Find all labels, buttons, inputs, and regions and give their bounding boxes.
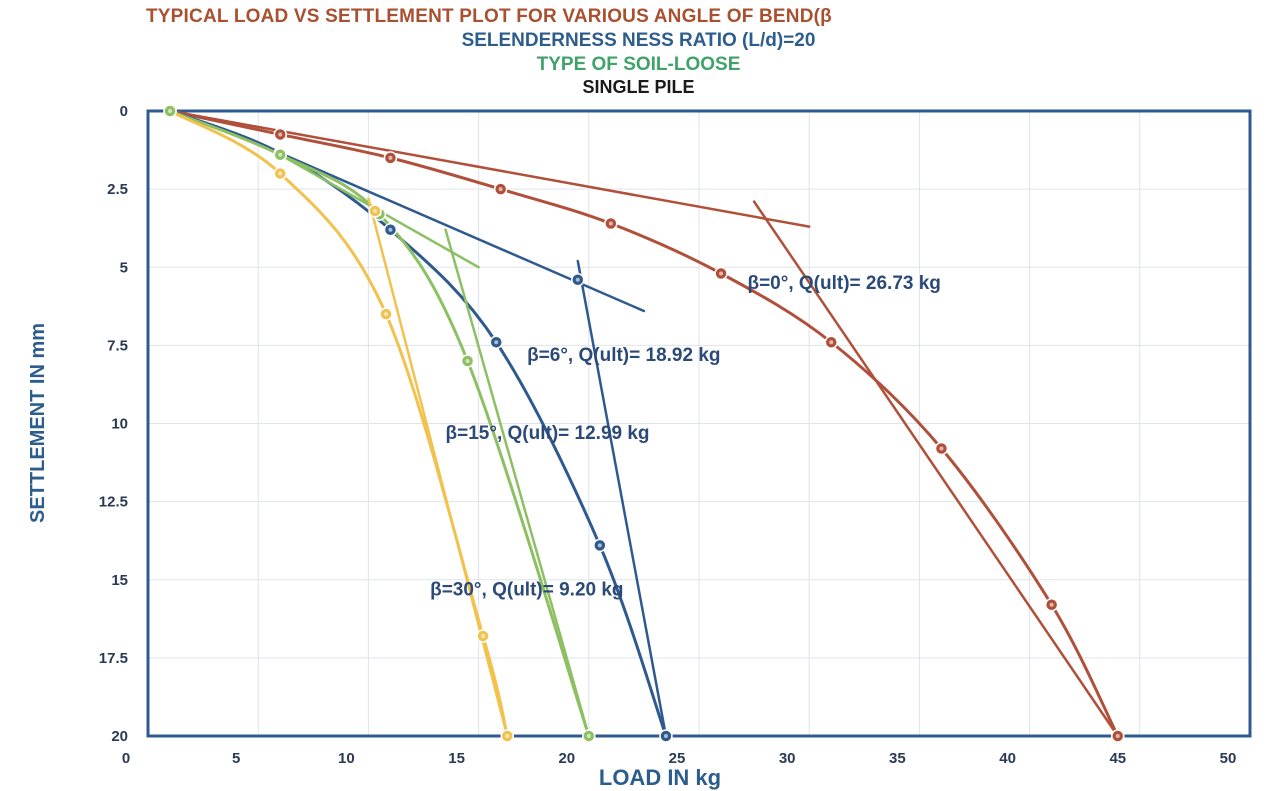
data-point-center-beta6 xyxy=(494,340,499,345)
x-tick-label: 35 xyxy=(889,750,906,767)
data-point-center-beta15 xyxy=(168,109,173,113)
q-ult-annotation: β=30°, Q(ult)= 9.20 kg xyxy=(430,579,623,600)
y-tick-label: 0 xyxy=(120,103,128,120)
q-ult-annotation: β=0°, Q(ult)= 26.73 kg xyxy=(747,273,940,294)
x-tick-label: 0 xyxy=(122,750,130,767)
tangent-line-beta0 xyxy=(752,200,1120,738)
x-tick-label: 15 xyxy=(448,750,465,767)
x-axis-title: LOAD IN kg xyxy=(599,765,721,790)
x-tick-label: 30 xyxy=(779,750,796,767)
y-axis-title: SETTLEMENT IN mm xyxy=(27,323,49,523)
y-tick-label: 12.5 xyxy=(99,494,128,511)
q-ult-annotation: β=15°, Q(ult)= 12.99 kg xyxy=(446,423,650,444)
tangent-line-beta15 xyxy=(444,228,591,738)
y-tick-label: 2.5 xyxy=(107,181,128,198)
data-point-center-beta0 xyxy=(939,446,944,451)
y-tick-label: 20 xyxy=(111,728,128,745)
data-point-center-beta0 xyxy=(719,271,724,276)
chart-subtitle-soil: TYPE OF SOIL-LOOSE xyxy=(536,54,741,75)
y-tick-label: 7.5 xyxy=(107,337,128,354)
data-point-center-beta30 xyxy=(278,171,283,176)
series-line-beta0 xyxy=(168,109,1120,738)
x-tick-label: 40 xyxy=(999,750,1016,767)
y-tick-label: 15 xyxy=(111,572,128,589)
data-point-center-beta30 xyxy=(481,634,486,638)
q-ult-annotation: β=6°, Q(ult)= 18.92 kg xyxy=(527,345,720,366)
chart-subtitle-pile: SINGLE PILE xyxy=(582,77,695,97)
x-tick-label: 45 xyxy=(1109,750,1126,767)
plot-frame xyxy=(146,109,1252,738)
x-tick-label: 10 xyxy=(338,750,355,767)
x-tick-label: 20 xyxy=(558,750,575,767)
tangent-line-beta6 xyxy=(576,259,668,738)
data-point-center-beta0 xyxy=(278,132,283,137)
data-point-center-beta6 xyxy=(597,543,602,548)
data-point-center-beta30 xyxy=(384,312,389,317)
data-point-center-beta0 xyxy=(829,340,834,345)
data-point-center-beta15 xyxy=(586,734,591,738)
series-line-beta30 xyxy=(168,109,509,738)
y-tick-label: 17.5 xyxy=(99,650,128,667)
x-tick-label: 50 xyxy=(1220,750,1237,767)
x-tick-label: 5 xyxy=(232,750,240,767)
data-point-center-beta0 xyxy=(498,187,503,192)
data-point-center-beta0 xyxy=(608,221,613,226)
y-tick-label: 10 xyxy=(111,416,128,433)
x-tick-label: 25 xyxy=(669,750,686,767)
data-point-center-beta6 xyxy=(575,277,580,282)
chart-subtitle-ratio: SELENDERNESS NESS RATIO (L/d)=20 xyxy=(461,30,816,51)
y-tick-label: 5 xyxy=(120,259,128,276)
data-point-center-beta15 xyxy=(465,359,470,363)
data-point-center-beta0 xyxy=(388,155,393,160)
data-point-center-beta30 xyxy=(373,209,378,213)
chart-title: TYPICAL LOAD VS SETTLEMENT PLOT FOR VARI… xyxy=(146,6,832,27)
data-point-center-beta6 xyxy=(388,227,393,232)
data-point-center-beta15 xyxy=(278,152,283,157)
data-point-center-beta0 xyxy=(1049,602,1054,607)
data-point-center-beta0 xyxy=(1115,734,1120,738)
data-point-center-beta30 xyxy=(505,734,510,738)
data-point-center-beta6 xyxy=(663,734,668,738)
series-line-beta15 xyxy=(168,109,591,738)
